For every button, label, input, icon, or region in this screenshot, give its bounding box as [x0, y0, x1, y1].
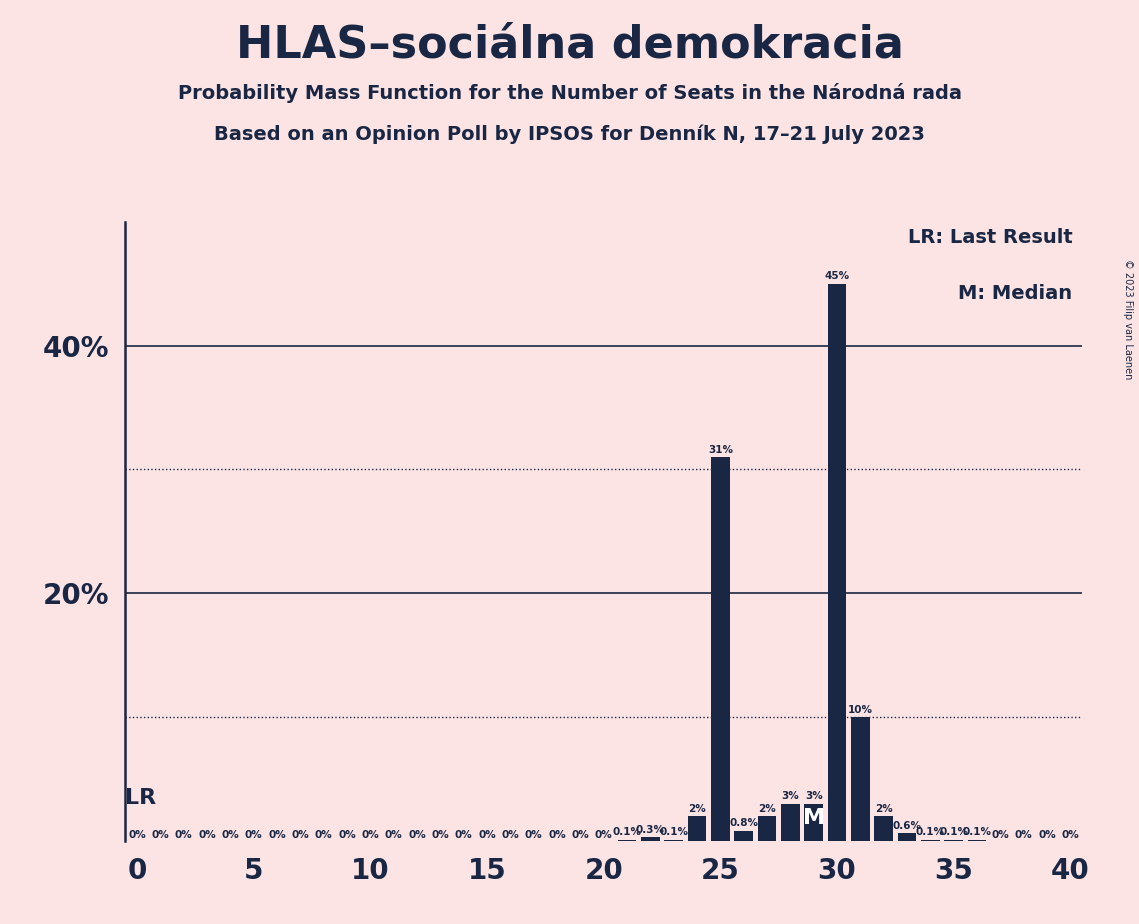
Text: 0%: 0%	[478, 831, 495, 840]
Text: 0.1%: 0.1%	[659, 827, 688, 837]
Bar	[968, 840, 986, 841]
Bar	[828, 284, 846, 841]
Text: 0%: 0%	[221, 831, 239, 840]
Bar	[617, 840, 637, 841]
Text: 0%: 0%	[408, 831, 426, 840]
Text: 0%: 0%	[292, 831, 309, 840]
Text: 0%: 0%	[128, 831, 146, 840]
Text: 10%: 10%	[847, 704, 872, 714]
Text: 0%: 0%	[432, 831, 449, 840]
Bar	[735, 831, 753, 841]
Bar	[664, 840, 683, 841]
Text: 0%: 0%	[548, 831, 566, 840]
Bar	[944, 840, 964, 841]
Text: 0.3%: 0.3%	[636, 824, 665, 834]
Text: 0%: 0%	[385, 831, 402, 840]
Text: 0.1%: 0.1%	[916, 827, 945, 837]
Text: 0%: 0%	[1062, 831, 1080, 840]
Bar	[898, 833, 917, 841]
Text: 0%: 0%	[572, 831, 589, 840]
Bar	[851, 717, 870, 841]
Text: 0%: 0%	[501, 831, 519, 840]
Text: 31%: 31%	[707, 444, 732, 455]
Text: 0.6%: 0.6%	[893, 821, 921, 831]
Bar	[781, 804, 800, 841]
Text: 0.1%: 0.1%	[962, 827, 992, 837]
Text: M: Median: M: Median	[958, 284, 1073, 303]
Text: 0.1%: 0.1%	[613, 827, 641, 837]
Text: M: M	[803, 808, 825, 829]
Text: 0%: 0%	[1015, 831, 1033, 840]
Text: 3%: 3%	[805, 791, 822, 801]
Text: 0%: 0%	[338, 831, 355, 840]
Bar	[711, 457, 730, 841]
Bar	[875, 816, 893, 841]
Text: 0%: 0%	[992, 831, 1009, 840]
Text: 0%: 0%	[361, 831, 379, 840]
Text: 0%: 0%	[525, 831, 542, 840]
Text: 0%: 0%	[595, 831, 613, 840]
Text: LR: LR	[125, 787, 156, 808]
Text: 3%: 3%	[781, 791, 800, 801]
Text: 2%: 2%	[688, 804, 706, 814]
Text: LR: Last Result: LR: Last Result	[908, 228, 1073, 247]
Bar	[804, 804, 823, 841]
Text: 0%: 0%	[268, 831, 286, 840]
Text: Based on an Opinion Poll by IPSOS for Denník N, 17–21 July 2023: Based on an Opinion Poll by IPSOS for De…	[214, 125, 925, 144]
Text: HLAS–sociálna demokracia: HLAS–sociálna demokracia	[236, 23, 903, 67]
Text: Probability Mass Function for the Number of Seats in the Národná rada: Probability Mass Function for the Number…	[178, 83, 961, 103]
Bar	[921, 840, 940, 841]
Bar	[757, 816, 777, 841]
Text: 2%: 2%	[875, 804, 893, 814]
Text: 2%: 2%	[759, 804, 776, 814]
Text: 0%: 0%	[198, 831, 215, 840]
Text: 0%: 0%	[151, 831, 170, 840]
Text: 45%: 45%	[825, 271, 850, 281]
Text: 0%: 0%	[174, 831, 192, 840]
Text: 0%: 0%	[314, 831, 333, 840]
Text: 0%: 0%	[245, 831, 262, 840]
Text: © 2023 Filip van Laenen: © 2023 Filip van Laenen	[1123, 259, 1133, 379]
Bar	[688, 816, 706, 841]
Text: 0%: 0%	[454, 831, 473, 840]
Text: 0.1%: 0.1%	[940, 827, 968, 837]
Bar	[641, 837, 659, 841]
Text: 0%: 0%	[1038, 831, 1056, 840]
Text: 0.8%: 0.8%	[729, 819, 759, 829]
